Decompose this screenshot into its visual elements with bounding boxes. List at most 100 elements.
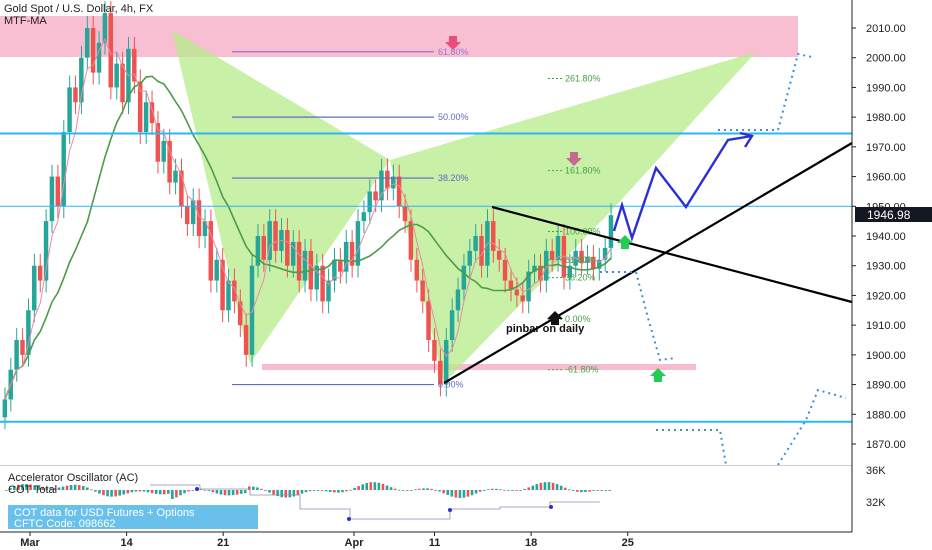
oscillator-bar: [523, 488, 526, 490]
time-axis[interactable]: Mar 14 21 Apr 11 18 25: [20, 532, 634, 549]
oscillator-bar: [142, 490, 146, 492]
pinbar-annotation: pinbar on daily: [506, 323, 585, 335]
oscillator-bar: [199, 489, 202, 491]
candle-body: [373, 191, 378, 201]
oscillator-bar: [418, 488, 421, 490]
oscillator-bar: [57, 487, 61, 490]
oscillator-bar: [337, 490, 340, 493]
candle-body: [67, 87, 72, 132]
fib-lower-label: 161.80%: [565, 166, 601, 176]
candle-body: [555, 236, 561, 260]
y-tick-label: 1880.00: [866, 409, 906, 421]
oscillator-bar: [167, 490, 170, 494]
oscillator-bar: [535, 484, 539, 490]
up-arrow-icon: [617, 235, 633, 249]
x-tick-label: 11: [429, 537, 441, 549]
candle-body: [149, 102, 155, 124]
fib-upper-label: 0.00%: [438, 380, 464, 390]
oscillator-bar: [110, 490, 113, 497]
oscillator-bar: [122, 490, 126, 495]
oscillator-bar: [592, 490, 595, 491]
dotted-projections: [600, 52, 847, 466]
cot-line: [150, 484, 600, 520]
cot-title: COT Total: [8, 484, 57, 496]
candle-body: [438, 360, 443, 385]
oscillator-bar: [414, 489, 417, 491]
candle-body: [561, 236, 567, 278]
candle-body: [237, 301, 243, 326]
oscillator-bar: [223, 490, 227, 496]
candle-body: [302, 250, 308, 281]
candle-body: [202, 221, 208, 236]
candle-body: [37, 265, 43, 281]
oscillator-bar: [61, 486, 65, 490]
oscillator-bar: [559, 485, 563, 490]
x-tick-label: Apr: [345, 537, 365, 549]
candle-body: [220, 259, 225, 311]
oscillator-bar: [373, 482, 377, 490]
oscillator-bar: [134, 490, 138, 492]
fib-upper-label: 50.00%: [438, 112, 469, 122]
oscillator-bar: [73, 484, 77, 490]
x-tick-label: 21: [217, 537, 229, 549]
key-levels: [0, 132, 852, 423]
candle-body: [155, 123, 161, 162]
oscillator-bar: [478, 490, 482, 492]
ma-slow-line: [4, 75, 612, 400]
candle-body: [226, 280, 231, 311]
oscillator-bar: [551, 482, 555, 490]
oscillator-bar: [292, 490, 296, 497]
oscillator-bar: [470, 490, 474, 496]
oscillator-bar: [207, 490, 211, 491]
oscillator-bar: [187, 490, 190, 492]
oscillator-bar: [491, 488, 494, 490]
y-tick-label: 1910.00: [866, 320, 906, 332]
candle-body: [355, 221, 361, 266]
oscillator-bar: [308, 490, 312, 492]
oscillator-bar: [324, 490, 328, 492]
fib-upper-label: 61.80%: [438, 47, 469, 57]
oscillator-bar: [567, 489, 571, 491]
oscillator-bar: [171, 490, 174, 500]
oscillator-bar: [316, 490, 320, 491]
candle-body: [496, 250, 502, 260]
oscillator-bar: [49, 488, 53, 490]
candle-body: [73, 87, 78, 103]
oscillator-bar: [539, 482, 543, 490]
supply-zone: [0, 16, 798, 57]
candle-body: [461, 265, 467, 290]
oscillator-bar: [243, 490, 247, 494]
oscillator-bar: [81, 486, 85, 490]
oscillator-bar: [288, 490, 292, 498]
candle-body: [473, 236, 478, 251]
candle-body: [55, 176, 61, 207]
moving-average-lines: [4, 37, 612, 400]
candle-body: [573, 250, 578, 266]
oscillator-bar: [191, 490, 194, 491]
candle-body: [120, 63, 125, 103]
oscillator-bar: [333, 490, 336, 493]
candle-body: [579, 250, 584, 263]
oscillator-bar: [280, 490, 283, 498]
harmonic-right-triangle: [390, 52, 756, 383]
oscillator-bar: [450, 490, 454, 497]
candle-body: [379, 170, 384, 201]
y-tick-label: 1920.00: [866, 290, 906, 302]
price-axis[interactable]: 2010.00 2000.00 1990.00 1980.00 1970.00 1960.…: [852, 23, 906, 451]
candle-body: [585, 256, 590, 263]
x-tick-label: 14: [120, 537, 133, 549]
candle-body: [361, 212, 367, 222]
candle-body: [249, 265, 255, 355]
oscillator-bar: [600, 489, 603, 491]
candle-body: [2, 399, 8, 418]
candle-body: [502, 259, 508, 281]
oscillator-bar: [458, 490, 462, 498]
oscillator-bar: [45, 488, 49, 490]
y-tick-label: 1900.00: [866, 350, 906, 362]
candle-body: [190, 200, 196, 225]
candle-body: [296, 241, 302, 281]
projection-arrowhead: [739, 131, 754, 148]
oscillator-bar: [482, 490, 486, 491]
